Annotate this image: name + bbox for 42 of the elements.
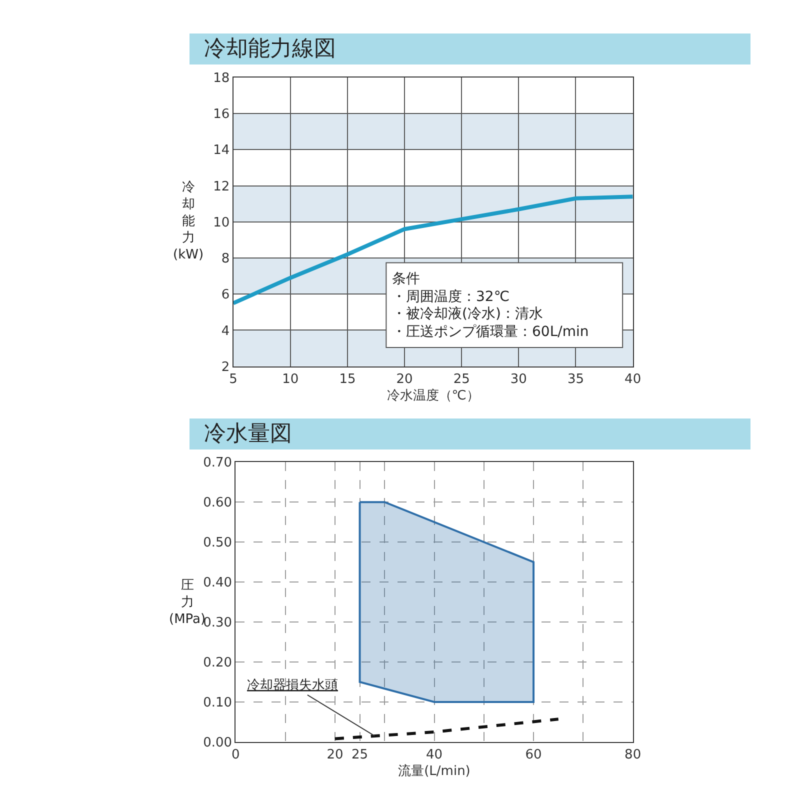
y-tick-label: 6	[221, 288, 230, 303]
y-tick-label: 0.30	[203, 616, 232, 631]
x-tick-label: 30	[510, 372, 527, 387]
y-tick-label: 0.10	[203, 696, 232, 711]
x-tick-label: 5	[229, 372, 238, 387]
x-tick-label: 40	[426, 748, 443, 763]
y-tick-label: 2	[221, 360, 230, 375]
x-tick-label: 15	[339, 372, 356, 387]
x-tick-label: 35	[567, 372, 584, 387]
x-tick-label: 0	[232, 748, 240, 763]
x-tick-label: 20	[396, 372, 413, 387]
annotation: ・圧送ポンプ循環量：60L/min	[392, 324, 589, 340]
x-tick-label: 10	[282, 372, 299, 387]
y-tick-label: 12	[213, 179, 230, 194]
x-tick-label: 60	[525, 748, 542, 763]
y-tick-label: 0.00	[203, 735, 232, 750]
x-axis-title: 冷水温度（℃）	[386, 388, 480, 404]
annotation: ・周囲温度：32℃	[392, 289, 510, 305]
annotation: ・被冷却液(冷水)：清水	[392, 306, 543, 322]
y-tick-label: 18	[213, 70, 230, 86]
y-tick-label: 0.40	[203, 576, 232, 591]
y-axis-title: 冷却能力 (kW)	[173, 180, 204, 263]
y-tick-label: 10	[213, 215, 230, 230]
x-tick-label: 20	[326, 748, 344, 763]
chart-title: 冷水量図	[190, 422, 292, 446]
annotation: 条件	[392, 271, 420, 287]
y-tick-label: 0.70	[203, 456, 232, 471]
chart-title: 冷却能力線図	[190, 36, 336, 62]
line-series	[233, 194, 633, 306]
x-tick-label: 80	[624, 748, 642, 763]
annotation: 冷却器損失水頭	[247, 678, 338, 693]
y-tick-label: 4	[221, 324, 230, 339]
y-tick-label: 0.20	[203, 656, 232, 671]
x-axis-title: 流量(L/min)	[398, 763, 470, 780]
y-tick-label: 14	[213, 143, 230, 158]
y-tick-label: 8	[221, 252, 230, 267]
y-tick-label: 0.60	[203, 496, 232, 511]
x-tick-label: 25	[453, 372, 470, 387]
x-tick-label: 40	[624, 372, 642, 387]
y-tick-label: 16	[213, 107, 230, 122]
y-tick-label: 0.50	[203, 536, 232, 551]
x-tick-label: 25	[352, 748, 368, 763]
